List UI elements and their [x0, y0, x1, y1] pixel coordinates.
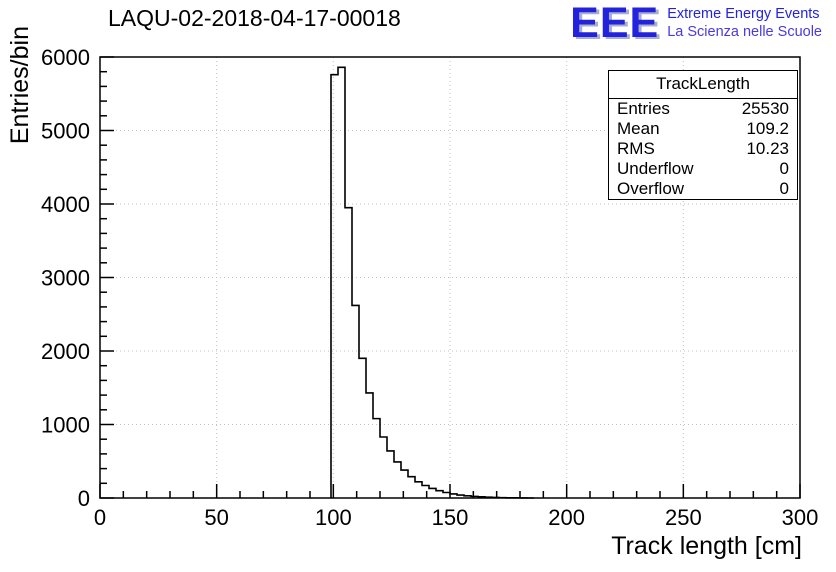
stats-box: TrackLength Entries 25530 Mean 109.2 RMS…	[608, 70, 798, 200]
eee-logo-line2: La Scienza nelle Scuole	[667, 24, 822, 40]
svg-text:250: 250	[665, 505, 702, 530]
svg-text:200: 200	[548, 505, 585, 530]
svg-text:100: 100	[315, 505, 352, 530]
stat-value: 109.2	[746, 119, 789, 138]
stat-label: Overflow	[617, 179, 685, 198]
eee-logo-text: Extreme Energy Events La Scienza nelle S…	[667, 1, 822, 41]
svg-text:0: 0	[78, 486, 90, 511]
eee-logo: EEE Extreme Energy Events La Scienza nel…	[570, 1, 822, 45]
stat-row-rms: RMS 10.23	[609, 139, 797, 159]
svg-text:3000: 3000	[41, 266, 90, 291]
stat-value: 10.23	[746, 139, 789, 158]
stat-row-entries: Entries 25530	[609, 99, 797, 119]
svg-text:150: 150	[432, 505, 469, 530]
svg-text:4000: 4000	[41, 192, 90, 217]
y-axis-title: Entries/bin	[6, 26, 34, 145]
stat-label: Entries	[617, 99, 670, 118]
stat-value: 0	[779, 179, 789, 198]
stat-value: 25530	[741, 99, 789, 118]
eee-logo-letters: EEE	[570, 0, 660, 47]
svg-text:6000: 6000	[41, 45, 90, 70]
stat-label: Mean	[617, 119, 660, 138]
svg-text:50: 50	[204, 505, 228, 530]
svg-text:5000: 5000	[41, 119, 90, 144]
stat-row-underflow: Underflow 0	[609, 159, 797, 179]
stat-row-mean: Mean 109.2	[609, 119, 797, 139]
svg-text:300: 300	[782, 505, 819, 530]
stat-row-overflow: Overflow 0	[609, 179, 797, 199]
svg-text:0: 0	[94, 505, 106, 530]
stat-label: RMS	[617, 139, 655, 158]
plot-title: LAQU-02-2018-04-17-00018	[108, 5, 401, 31]
stat-label: Underflow	[617, 159, 694, 178]
svg-text:1000: 1000	[41, 413, 90, 438]
stats-box-title: TrackLength	[609, 71, 797, 99]
svg-text:2000: 2000	[41, 339, 90, 364]
stat-value: 0	[779, 159, 789, 178]
eee-logo-line1: Extreme Energy Events	[667, 6, 820, 22]
x-axis-title: Track length [cm]	[611, 532, 802, 560]
